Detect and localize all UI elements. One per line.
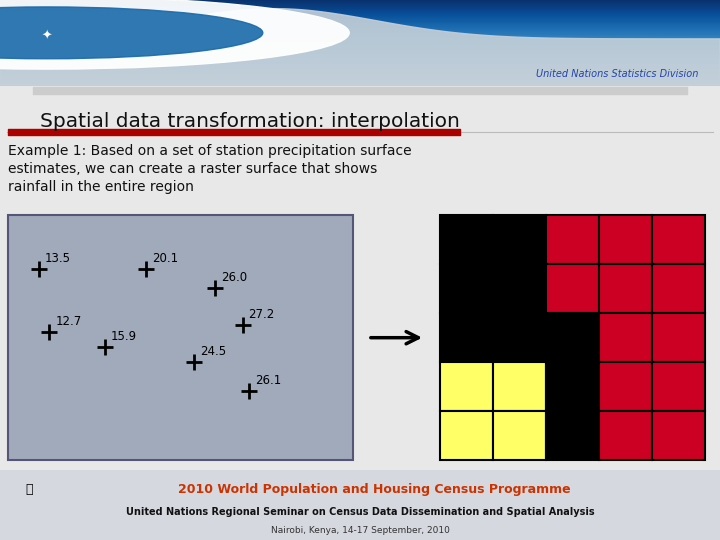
Bar [599, 362, 652, 411]
Bar [546, 313, 599, 362]
Circle shape [0, 0, 349, 69]
Text: 24.5: 24.5 [200, 345, 226, 357]
Bar [440, 214, 493, 264]
Text: rainfall in the entire region: rainfall in the entire region [8, 180, 194, 193]
Text: 27.2: 27.2 [248, 308, 275, 321]
Bar [546, 214, 599, 264]
Text: 13.5: 13.5 [45, 252, 71, 265]
Text: 12.7: 12.7 [55, 315, 81, 328]
Text: 20.1: 20.1 [152, 252, 178, 265]
Bar [599, 411, 652, 460]
Text: Nairobi, Kenya, 14-17 September, 2010: Nairobi, Kenya, 14-17 September, 2010 [271, 526, 449, 535]
Text: 🌐: 🌐 [25, 483, 32, 496]
Bar [440, 362, 493, 411]
Bar [599, 313, 652, 362]
Text: 26.1: 26.1 [256, 374, 282, 387]
Bar [440, 313, 493, 362]
Bar [493, 411, 546, 460]
Text: estimates, we can create a raster surface that shows: estimates, we can create a raster surfac… [8, 161, 377, 176]
Bar [546, 264, 599, 313]
Bar [493, 362, 546, 411]
Bar [652, 362, 705, 411]
Text: ✦: ✦ [42, 30, 52, 43]
Text: United Nations Regional Seminar on Census Data Dissemination and Spatial Analysi: United Nations Regional Seminar on Censu… [126, 507, 594, 517]
Text: 2010 World Population and Housing Census Programme: 2010 World Population and Housing Census… [178, 483, 571, 496]
Bar [546, 411, 599, 460]
Bar [493, 264, 546, 313]
Bar [652, 411, 705, 460]
Bar [652, 264, 705, 313]
Bar [599, 264, 652, 313]
Bar [652, 313, 705, 362]
Bar [599, 214, 652, 264]
Circle shape [0, 7, 263, 59]
Text: United Nations Statistics Division: United Nations Statistics Division [536, 70, 698, 79]
Bar [8, 214, 353, 460]
Text: 26.0: 26.0 [221, 271, 247, 284]
Bar [493, 214, 546, 264]
Bar [493, 313, 546, 362]
Text: 15.9: 15.9 [111, 330, 137, 343]
Bar [652, 214, 705, 264]
Bar [546, 362, 599, 411]
Bar [440, 264, 493, 313]
Bar [440, 411, 493, 460]
Text: Example 1: Based on a set of station precipitation surface: Example 1: Based on a set of station pre… [8, 144, 412, 158]
Text: Spatial data transformation: interpolation: Spatial data transformation: interpolati… [40, 112, 460, 131]
